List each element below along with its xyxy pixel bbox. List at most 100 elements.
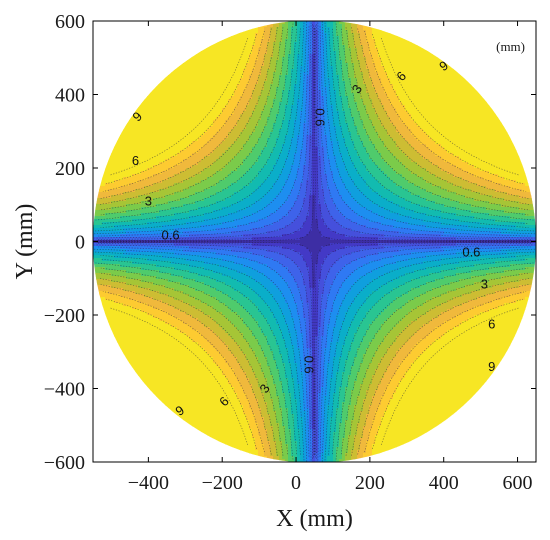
contour-cell — [375, 81, 379, 85]
contour-cell — [426, 117, 430, 121]
contour-cell — [396, 81, 400, 85]
contour-cell — [297, 90, 301, 94]
contour-cell — [255, 51, 259, 55]
contour-cell — [375, 72, 379, 76]
contour-cell — [426, 66, 430, 70]
contour-cell — [144, 105, 148, 109]
contour-cell — [201, 90, 205, 94]
contour-cell — [303, 102, 307, 106]
contour-cell — [276, 111, 280, 115]
contour-cell — [246, 48, 250, 52]
contour-cell — [246, 63, 250, 67]
contour-cell — [354, 114, 358, 118]
contour-cell — [318, 105, 322, 109]
contour-cell — [213, 105, 217, 109]
contour-cell — [405, 60, 409, 64]
contour-cell — [342, 114, 346, 118]
contour-cell — [312, 99, 316, 103]
contour-cell — [171, 87, 175, 91]
contour-cell — [261, 96, 265, 100]
contour-cell — [408, 51, 412, 55]
contour-cell — [318, 84, 322, 88]
contour-cell — [258, 99, 262, 103]
contour-cell — [267, 105, 271, 109]
contour-cell — [360, 111, 364, 115]
contour-cell — [216, 48, 220, 52]
contour-cell — [315, 81, 319, 85]
contour-cell — [456, 102, 460, 106]
contour-cell — [195, 60, 199, 64]
contour-cell — [213, 93, 217, 97]
contour-cell — [327, 93, 331, 97]
contour-cell — [231, 84, 235, 88]
contour-cell — [321, 36, 325, 40]
contour-cell — [405, 111, 409, 115]
contour-cell — [423, 90, 427, 94]
contour-cell — [360, 60, 364, 64]
contour-cell — [258, 75, 262, 79]
contour-cell — [321, 45, 325, 49]
contour-cell — [234, 90, 238, 94]
contour-cell — [156, 93, 160, 97]
contour-cell — [438, 111, 442, 115]
contour-cell — [291, 45, 295, 49]
contour-cell — [189, 111, 193, 115]
contour-cell — [246, 117, 250, 121]
contour-cell — [318, 93, 322, 97]
contour-cell — [147, 96, 151, 100]
contour-cell — [468, 93, 472, 97]
contour-cell — [219, 51, 223, 55]
contour-cell — [210, 117, 214, 121]
contour-cell — [285, 48, 289, 52]
contour-cell — [345, 33, 349, 37]
contour-cell — [366, 108, 370, 112]
contour-cell — [177, 87, 181, 91]
contour-cell — [240, 90, 244, 94]
contour-cell — [252, 66, 256, 70]
contour-cell — [213, 84, 217, 88]
contour-cell — [426, 108, 430, 112]
contour-cell — [423, 87, 427, 91]
contour-cell — [390, 72, 394, 76]
contour-cell — [408, 120, 412, 124]
contour-cell — [369, 90, 373, 94]
contour-cell — [429, 96, 433, 100]
contour-cell — [225, 93, 229, 97]
contour-cell — [255, 93, 259, 97]
contour-cell — [267, 45, 271, 49]
contour-cell — [273, 111, 277, 115]
contour-cell — [288, 27, 292, 31]
contour-cell — [411, 87, 415, 91]
contour-cell — [171, 96, 175, 100]
contour-cell — [357, 48, 361, 52]
contour-cell — [438, 66, 442, 70]
contour-cell — [387, 60, 391, 64]
contour-cell — [486, 117, 490, 121]
contour-cell — [465, 96, 469, 100]
contour-cell — [171, 81, 175, 85]
contour-cell — [192, 69, 196, 73]
contour-cell — [222, 114, 226, 118]
contour-cell — [336, 51, 340, 55]
contour-cell — [234, 93, 238, 97]
contour-cell — [264, 81, 268, 85]
contour-cell — [336, 87, 340, 91]
contour-cell — [240, 45, 244, 49]
contour-cell — [204, 72, 208, 76]
contour-cell — [216, 111, 220, 115]
contour-cell — [447, 78, 451, 82]
contour-cell — [264, 69, 268, 73]
contour-cell — [273, 42, 277, 46]
contour-cell — [321, 48, 325, 52]
contour-cell — [444, 117, 448, 121]
contour-cell — [417, 99, 421, 103]
contour-cell — [294, 120, 298, 124]
contour-cell — [447, 81, 451, 85]
contour-cell — [321, 72, 325, 76]
contour-cell — [390, 78, 394, 82]
contour-cell — [357, 66, 361, 70]
contour-cell — [375, 45, 379, 49]
contour-cell — [240, 69, 244, 73]
contour-cell — [129, 117, 133, 121]
